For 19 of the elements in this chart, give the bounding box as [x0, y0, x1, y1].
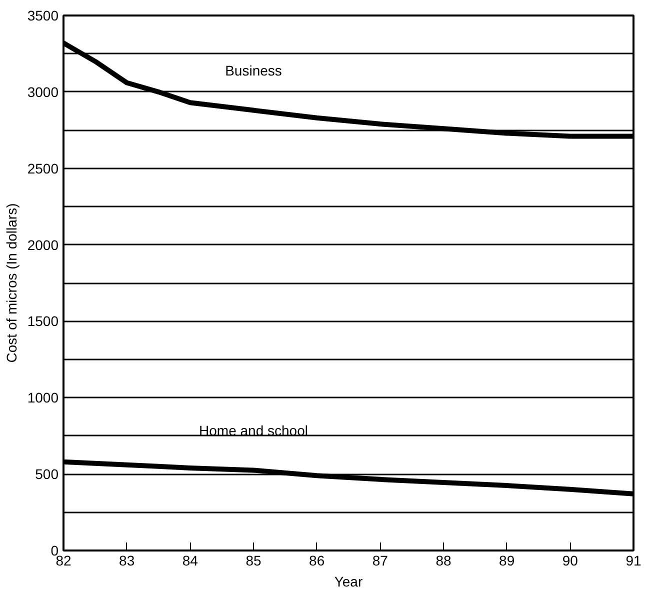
x-tick-label: 85 [246, 552, 262, 568]
y-tick-label: 3000 [27, 84, 59, 100]
x-tick-label: 86 [309, 552, 325, 568]
y-tick-label: 1000 [27, 390, 59, 406]
x-tick-label: 84 [182, 552, 198, 568]
y-tick-label: 2000 [27, 236, 59, 253]
x-tick-label: 87 [372, 552, 388, 568]
x-axis-title: Year [334, 574, 363, 590]
x-tick-label: 91 [626, 552, 642, 568]
y-tick-label: 1500 [27, 313, 59, 330]
y-tick-label: 500 [35, 466, 59, 482]
x-tick-label: 90 [562, 552, 578, 568]
y-tick-label: 2500 [27, 160, 59, 176]
y-axis-title: Cost of micros (In dollars) [3, 203, 20, 363]
y-tick-label: 3500 [27, 8, 59, 24]
x-tick-label: 83 [119, 552, 135, 568]
x-tick-label: 89 [499, 552, 515, 568]
text: Business [225, 62, 282, 78]
x-tick-label: 88 [436, 552, 452, 568]
